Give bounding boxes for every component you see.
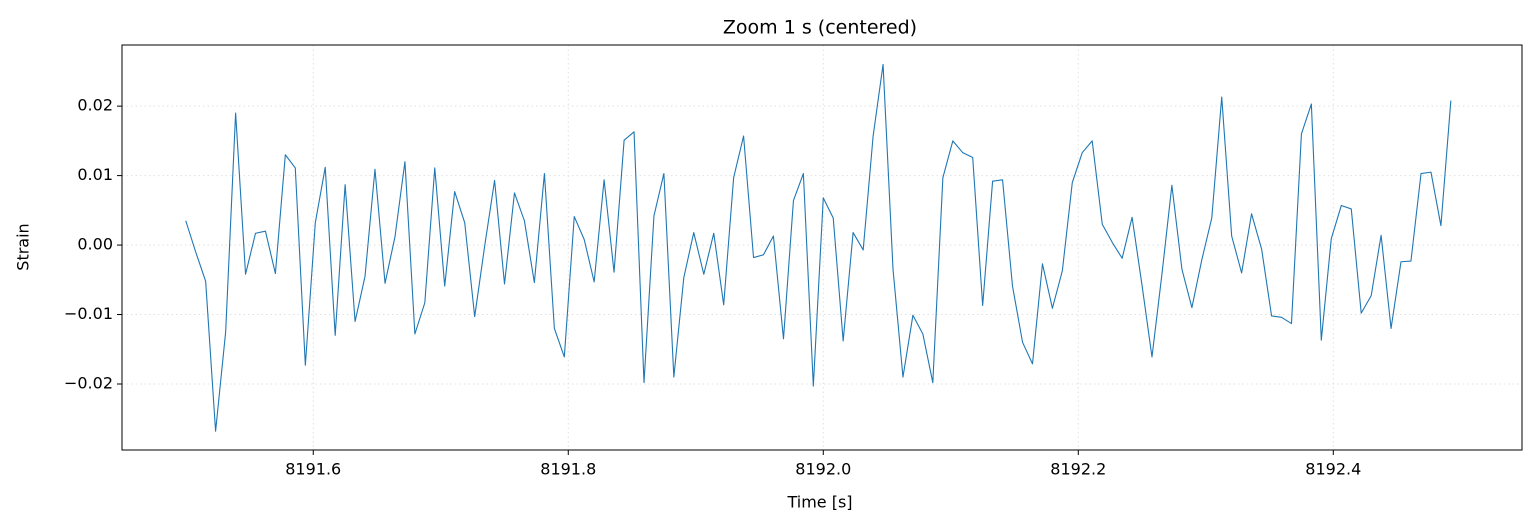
y-tick-label: 0.01 — [77, 165, 113, 184]
x-axis-label: Time [s] — [786, 493, 852, 512]
y-tick-label: 0.02 — [77, 96, 113, 115]
x-tick-label: 8191.6 — [285, 460, 341, 479]
y-tick-label: 0.00 — [77, 235, 113, 254]
x-tick-label: 8192.4 — [1305, 460, 1361, 479]
data-line — [185, 63, 1452, 432]
x-tick-label: 8192.0 — [795, 460, 851, 479]
x-tick-label: 8192.2 — [1050, 460, 1106, 479]
y-tick-label: −0.01 — [64, 304, 113, 323]
x-tick-label: 8191.8 — [540, 460, 596, 479]
chart-title: Zoom 1 s (centered) — [723, 17, 917, 39]
y-axis-label: Strain — [14, 223, 33, 270]
plot-frame — [121, 44, 1523, 451]
y-tick-label: −0.02 — [64, 374, 113, 393]
